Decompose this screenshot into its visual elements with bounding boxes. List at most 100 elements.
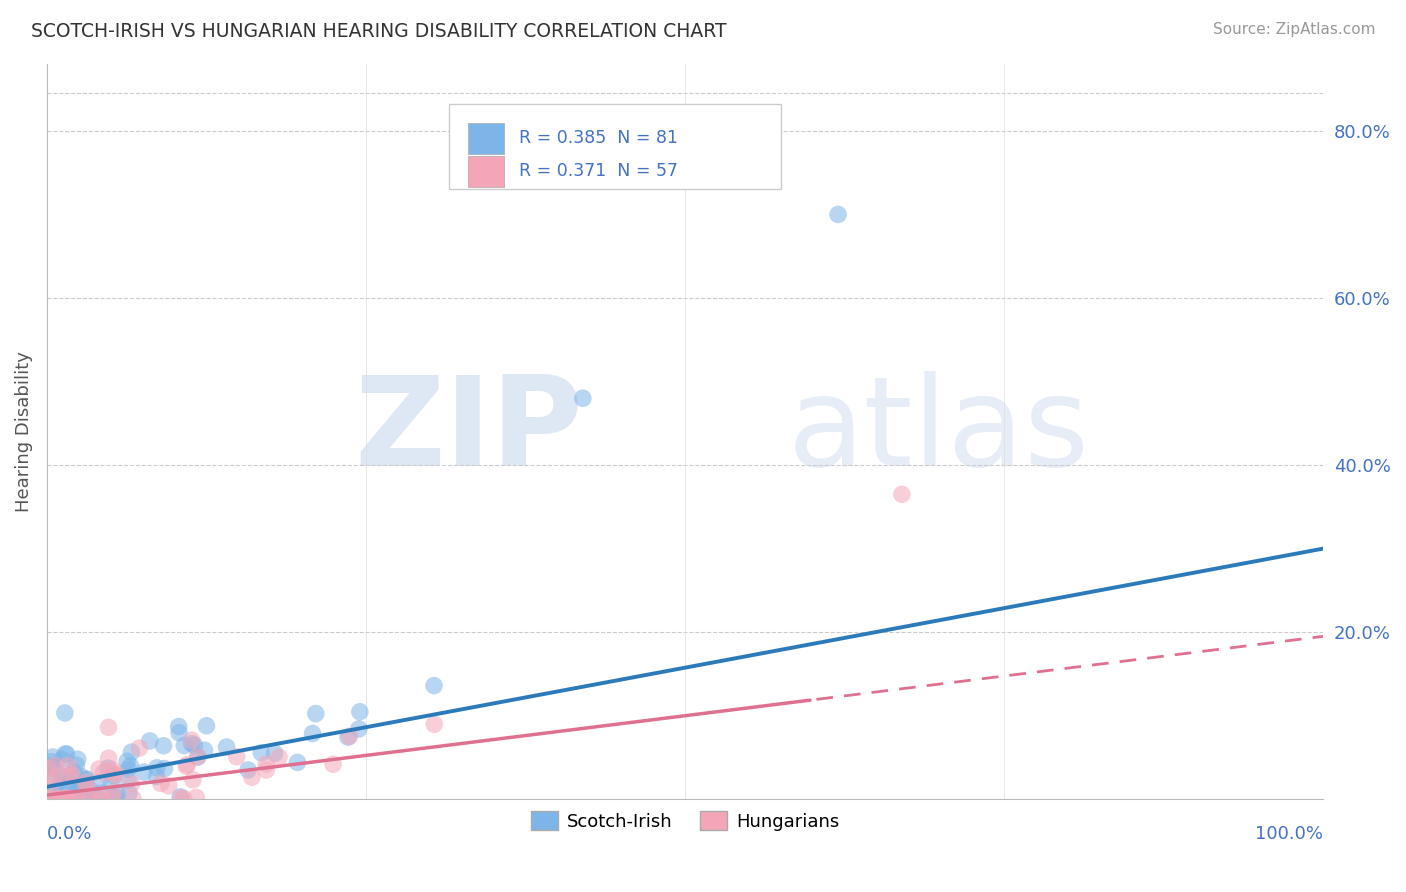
Point: [347, 722, 370, 736]
Point: [339, 730, 361, 744]
Point: [103, 785, 125, 799]
Point: [67, 782, 90, 797]
Point: [42, 791, 65, 805]
Point: [70, 779, 93, 793]
Point: [65, 791, 87, 805]
FancyBboxPatch shape: [468, 123, 503, 153]
Point: [48, 791, 70, 805]
Point: [103, 766, 125, 780]
Point: [105, 768, 128, 782]
Point: [67, 779, 90, 793]
Point: [254, 763, 277, 777]
Point: [146, 761, 169, 775]
Point: [42, 773, 65, 788]
Point: [93, 765, 115, 780]
Text: atlas: atlas: [787, 371, 1090, 492]
Point: [180, 733, 202, 747]
Point: [51, 752, 73, 766]
Point: [263, 746, 285, 760]
FancyBboxPatch shape: [449, 104, 780, 189]
Point: [53, 706, 76, 720]
Point: [121, 791, 143, 805]
Point: [269, 750, 291, 764]
Point: [75, 772, 97, 787]
Point: [153, 762, 176, 776]
Point: [39, 788, 62, 802]
Point: [52, 770, 75, 784]
Point: [336, 730, 359, 744]
Point: [139, 734, 162, 748]
Point: [423, 679, 446, 693]
Point: [55, 791, 77, 805]
Point: [827, 207, 849, 221]
Point: [55, 791, 77, 805]
Point: [107, 786, 129, 800]
Point: [39, 791, 62, 805]
Text: SCOTCH-IRISH VS HUNGARIAN HEARING DISABILITY CORRELATION CHART: SCOTCH-IRISH VS HUNGARIAN HEARING DISABI…: [31, 22, 727, 41]
Text: R = 0.371  N = 57: R = 0.371 N = 57: [519, 162, 678, 180]
Point: [301, 726, 323, 740]
Point: [39, 791, 62, 805]
Point: [60, 791, 83, 805]
Text: Source: ZipAtlas.com: Source: ZipAtlas.com: [1212, 22, 1375, 37]
Y-axis label: Hearing Disability: Hearing Disability: [15, 351, 32, 512]
Point: [75, 775, 97, 789]
Point: [117, 763, 139, 777]
Point: [38, 791, 60, 805]
Point: [76, 791, 98, 805]
Point: [49, 791, 72, 805]
Point: [115, 754, 138, 768]
Point: [60, 767, 83, 781]
Point: [51, 791, 73, 805]
Point: [100, 777, 122, 791]
Point: [90, 791, 112, 805]
Point: [236, 763, 259, 777]
Point: [195, 719, 218, 733]
Point: [39, 769, 62, 783]
Point: [117, 773, 139, 788]
Point: [149, 776, 172, 790]
Point: [97, 761, 120, 775]
Point: [37, 791, 59, 805]
Point: [53, 791, 76, 805]
Point: [173, 739, 195, 753]
Point: [174, 759, 197, 773]
Point: [225, 749, 247, 764]
Point: [101, 791, 124, 805]
Point: [39, 755, 62, 769]
Point: [101, 763, 124, 777]
Point: [157, 779, 180, 793]
Point: [87, 776, 110, 790]
Point: [49, 791, 72, 805]
Point: [51, 791, 73, 805]
Point: [121, 777, 143, 791]
Point: [572, 391, 595, 405]
Text: 100.0%: 100.0%: [1256, 825, 1323, 843]
Text: R = 0.385  N = 81: R = 0.385 N = 81: [519, 129, 678, 147]
Point: [250, 746, 273, 760]
Point: [193, 743, 215, 757]
Point: [80, 789, 103, 803]
Point: [145, 770, 167, 784]
Point: [53, 747, 76, 761]
Point: [44, 791, 66, 805]
Point: [186, 790, 208, 805]
Point: [173, 791, 195, 805]
Point: [322, 757, 344, 772]
Point: [55, 747, 77, 761]
Point: [37, 761, 59, 775]
Point: [423, 717, 446, 731]
Point: [167, 719, 190, 733]
Point: [187, 750, 209, 764]
Point: [215, 739, 238, 754]
Point: [152, 739, 174, 753]
Point: [87, 762, 110, 776]
Point: [44, 758, 66, 772]
Point: [80, 783, 103, 797]
Point: [105, 790, 128, 805]
Point: [254, 757, 277, 772]
Point: [103, 769, 125, 783]
Point: [287, 756, 309, 770]
Point: [58, 769, 80, 783]
Point: [37, 791, 59, 805]
